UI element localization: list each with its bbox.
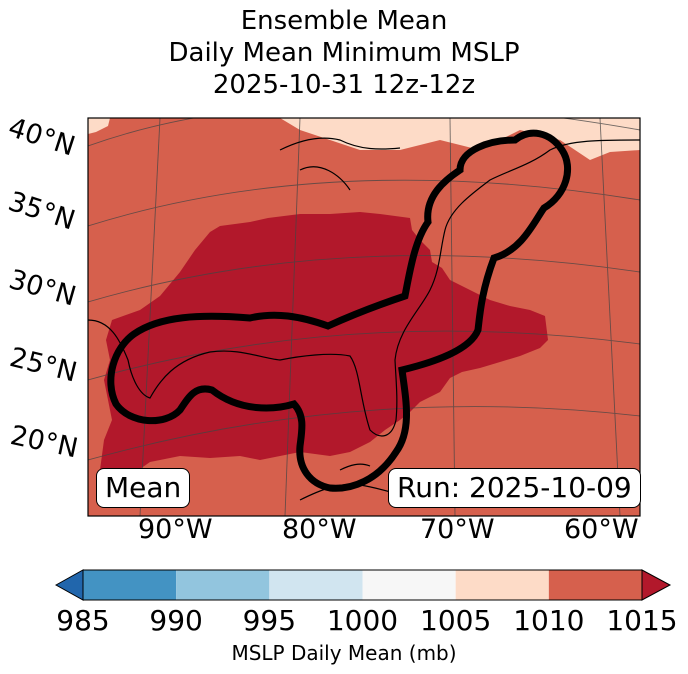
colorbar-tick-985: 985: [56, 604, 110, 637]
colorbar-over-arrow: [641, 569, 672, 601]
colorbar-tick-995: 995: [242, 604, 297, 637]
lon-label-80w: 80°W: [282, 514, 357, 545]
colorbar-bin-985: [83, 570, 177, 600]
colorbar-tick-990: 990: [149, 604, 203, 637]
colorbar-bin-990: [176, 570, 270, 600]
colorbar-bin-995: [269, 570, 363, 600]
lon-label-60w: 60°W: [564, 514, 639, 545]
title-line-2: Daily Mean Minimum MSLP: [168, 38, 520, 68]
run-date-box: Run: 2025-10-09: [388, 468, 641, 508]
colorbar-tick-1005: 1005: [420, 604, 492, 637]
pressure-field-1005-west: [88, 118, 110, 134]
probability-contour: [107, 129, 572, 492]
map-panel: [88, 118, 640, 516]
lon-label-90w: 90°W: [138, 514, 213, 545]
colorbar-bin-1000: [362, 570, 456, 600]
colorbar-caption: MSLP Daily Mean (mb): [231, 641, 457, 665]
colorbar-under-arrow: [54, 569, 84, 601]
colorbar-tick-1010: 1010: [513, 604, 585, 637]
map-frame: [87, 117, 641, 517]
title-line-3: 2025-10-31 12z-12z: [212, 70, 476, 100]
mean-label-box: Mean: [96, 468, 191, 508]
colorbar-tick-1000: 1000: [326, 604, 399, 637]
colorbar-bin-1010: [548, 570, 642, 600]
colorbar-tick-1015: 1015: [606, 604, 678, 637]
colorbar-bin-1005: [455, 570, 549, 600]
lon-label-70w: 70°W: [420, 514, 495, 545]
title-line-1: Ensemble Mean: [240, 6, 448, 36]
pressure-field-1015: [100, 212, 548, 480]
pressure-field-1005-north: [280, 118, 640, 160]
colorbar-frame: [82, 569, 643, 601]
colorbar: [54, 569, 672, 601]
